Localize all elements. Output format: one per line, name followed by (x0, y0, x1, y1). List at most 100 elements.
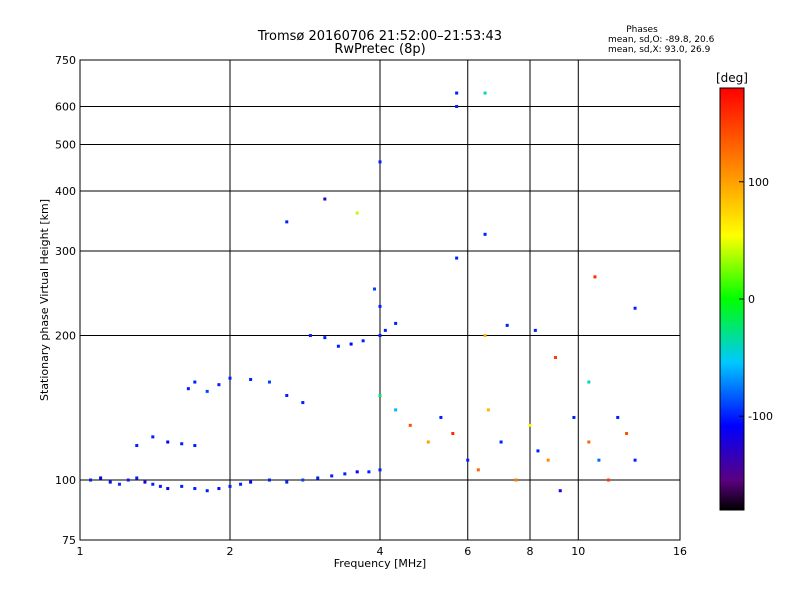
x-tick-label: 8 (527, 545, 534, 558)
data-point (505, 323, 509, 327)
data-point (330, 474, 334, 478)
data-point (483, 334, 487, 338)
data-point (355, 211, 359, 215)
data-point (323, 336, 327, 340)
x-tick-label: 16 (673, 545, 687, 558)
data-point (193, 380, 197, 384)
data-point (466, 458, 470, 462)
y-tick-label: 300 (55, 245, 76, 258)
y-tick-label: 200 (55, 330, 76, 343)
data-point (349, 342, 353, 346)
data-point (151, 435, 155, 439)
x-tick-label: 2 (227, 545, 234, 558)
data-point (455, 256, 459, 260)
data-point (587, 440, 591, 444)
data-point (135, 444, 139, 448)
data-point (285, 394, 289, 398)
data-point (249, 480, 253, 484)
data-point (553, 355, 557, 359)
data-point (455, 105, 459, 109)
data-point (228, 376, 232, 380)
x-tick-labels: 1 2 4 6 8 10 16 (77, 545, 688, 558)
data-point (378, 304, 382, 308)
data-point (180, 484, 184, 488)
y-tick-label: 75 (62, 534, 76, 547)
data-point (607, 478, 611, 482)
data-point (301, 401, 305, 405)
grid-lines (80, 60, 680, 540)
data-point (180, 442, 184, 446)
data-point (285, 480, 289, 484)
data-point (616, 415, 620, 419)
data-point (166, 487, 170, 491)
x-tick-label: 1 (77, 545, 84, 558)
data-point (394, 321, 398, 325)
data-point (151, 482, 155, 486)
data-point (572, 415, 576, 419)
phases-title: Phases (626, 25, 658, 35)
data-point (426, 440, 430, 444)
data-point (186, 387, 190, 391)
data-point (193, 487, 197, 491)
data-point (597, 458, 601, 462)
colorbar-tick-label: 100 (748, 176, 769, 189)
y-tick-label: 100 (55, 474, 76, 487)
y-axis-label: Stationary phase Virtual Height [km] (38, 199, 51, 401)
data-point (378, 160, 382, 164)
data-point (89, 478, 93, 482)
y-tick-labels: 75 100 200 300 400 500 600 750 (55, 54, 76, 547)
data-point (451, 432, 455, 436)
chart-subtitle: RwPretec (8p) (334, 42, 425, 57)
data-point (361, 339, 365, 343)
y-tick-label: 750 (55, 54, 76, 67)
x-tick-label: 4 (377, 545, 384, 558)
data-point (558, 489, 562, 493)
data-point (483, 91, 487, 95)
chart-title: Tromsø 20160706 21:52:00–21:53:43 (257, 29, 502, 44)
phases-line-o: mean, sd,O: -89.8, 20.6 (608, 35, 715, 45)
data-point (267, 380, 271, 384)
x-tick-label: 6 (464, 545, 471, 558)
colorbar-label: [deg] (716, 71, 748, 85)
data-point (193, 444, 197, 448)
data-point (633, 458, 637, 462)
data-point (355, 470, 359, 474)
data-point (378, 334, 382, 338)
data-point (135, 476, 139, 480)
data-point (228, 484, 232, 488)
data-point (546, 458, 550, 462)
data-point (514, 478, 518, 482)
data-point (486, 408, 490, 412)
data-point (483, 232, 487, 236)
y-tick-label: 400 (55, 185, 76, 198)
data-point (126, 478, 130, 482)
data-point (633, 306, 637, 310)
data-point (205, 489, 209, 493)
data-point (217, 487, 221, 491)
data-point (323, 197, 327, 201)
x-tick-label: 10 (571, 545, 585, 558)
data-point (301, 478, 305, 482)
data-point (217, 383, 221, 387)
data-point (455, 91, 459, 95)
y-tick-label: 500 (55, 139, 76, 152)
colorbar-tick-label: -100 (748, 410, 773, 423)
data-point (239, 482, 243, 486)
data-point (587, 380, 591, 384)
data-point (108, 480, 112, 484)
data-point (378, 394, 382, 398)
data-point (249, 377, 253, 381)
y-tick-label: 600 (55, 101, 76, 114)
data-point (383, 328, 387, 332)
data-point (378, 468, 382, 472)
colorbar-ticks: 100 0 -100 (739, 176, 773, 423)
data-point (267, 478, 271, 482)
data-point (166, 440, 170, 444)
data-point (143, 480, 147, 484)
data-point (476, 468, 480, 472)
data-point (367, 470, 371, 474)
data-point (99, 476, 103, 480)
data-point (625, 432, 629, 436)
data-point (117, 482, 121, 486)
